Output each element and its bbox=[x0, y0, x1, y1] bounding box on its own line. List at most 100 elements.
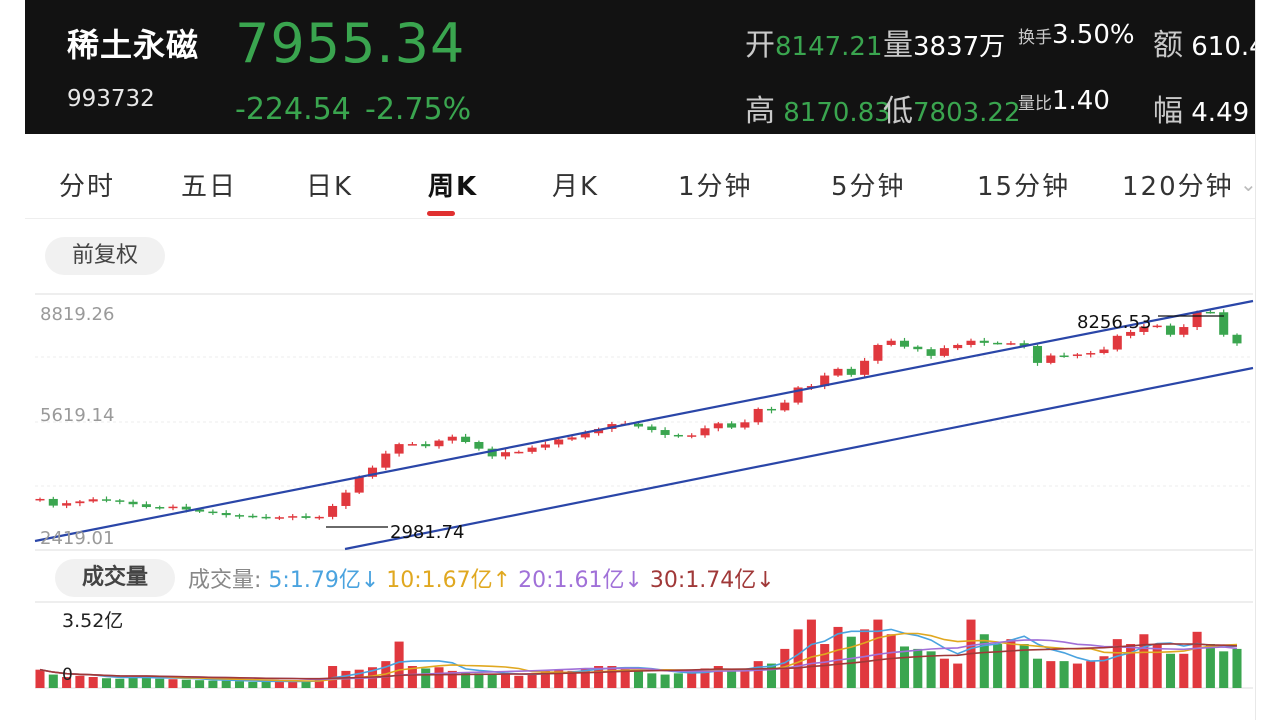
candle-body bbox=[75, 501, 85, 504]
candle-body bbox=[434, 440, 444, 447]
volume-indicator-button[interactable]: 成交量 bbox=[55, 559, 175, 597]
tab-5-minute[interactable]: 5分钟 bbox=[831, 172, 906, 202]
volume-bar bbox=[1179, 653, 1189, 688]
candle-body bbox=[1046, 355, 1056, 363]
tab-intraday[interactable]: 分时 bbox=[59, 172, 116, 202]
volume-bar bbox=[101, 678, 112, 688]
volume-bar bbox=[1059, 661, 1069, 688]
y-axis-label-max: 8819.26 bbox=[40, 304, 114, 325]
candle-body bbox=[367, 467, 378, 477]
candle-body bbox=[673, 434, 683, 437]
candle-body bbox=[953, 344, 963, 349]
volume-ma10: 10:1.67亿↑ bbox=[386, 568, 512, 593]
tab-weekly-k[interactable]: 周K bbox=[428, 172, 479, 202]
candle-body bbox=[394, 444, 404, 454]
volume-bar bbox=[806, 619, 816, 688]
volume-bar bbox=[474, 673, 484, 688]
stat-amplitude-label: 幅 bbox=[1153, 94, 1183, 129]
chevron-down-icon[interactable]: ⌄ bbox=[1240, 172, 1257, 196]
volume-bar bbox=[141, 675, 151, 688]
volume-bar bbox=[487, 674, 497, 688]
max-price-label: 8256.53 bbox=[1077, 312, 1151, 333]
tab-daily-k[interactable]: 日K bbox=[306, 172, 354, 202]
candle-body bbox=[1232, 334, 1242, 344]
stat-low-label: 低 bbox=[883, 94, 913, 129]
adjust-toggle-button[interactable]: 前复权 bbox=[45, 237, 165, 275]
candle-body bbox=[873, 344, 883, 361]
candle-body bbox=[793, 387, 803, 403]
stat-open: 开8147.21 bbox=[745, 20, 883, 64]
candle-body bbox=[1099, 349, 1109, 354]
y-axis-label-mid: 5619.14 bbox=[40, 405, 114, 426]
candle-body bbox=[234, 515, 245, 517]
candle-body bbox=[381, 453, 391, 468]
left-gutter bbox=[0, 0, 25, 720]
volume-bar bbox=[953, 663, 963, 688]
volume-bar bbox=[793, 629, 803, 688]
volume-bar bbox=[1219, 651, 1229, 688]
tab-120-minute[interactable]: 120分钟 bbox=[1122, 172, 1234, 202]
stat-vol-ratio: 量比1.40 bbox=[1018, 86, 1110, 116]
candle-body bbox=[979, 340, 989, 343]
volume-bar bbox=[860, 629, 870, 688]
candle-body bbox=[899, 340, 910, 347]
volume-bar bbox=[1205, 644, 1215, 688]
candle-body bbox=[766, 408, 777, 411]
candle-body bbox=[1086, 353, 1096, 355]
quote-header: 稀土永磁 993732 7955.34 -224.54 -2.75% 开8147… bbox=[25, 0, 1255, 134]
volume-bar bbox=[567, 670, 577, 688]
volume-bar bbox=[168, 679, 178, 688]
candle-body bbox=[341, 492, 351, 506]
candle-body bbox=[860, 360, 870, 375]
candle-body bbox=[913, 346, 923, 350]
volume-bar bbox=[766, 663, 777, 688]
candle-body bbox=[35, 498, 45, 501]
stat-amount-label: 额 bbox=[1153, 28, 1183, 63]
volume-bar bbox=[633, 670, 644, 688]
channel-upper-line bbox=[34, 299, 1254, 543]
candle-body bbox=[301, 516, 311, 518]
volume-bar bbox=[407, 666, 417, 688]
tab-1-minute[interactable]: 1分钟 bbox=[678, 172, 753, 202]
stat-vol-ratio-value: 1.40 bbox=[1052, 86, 1110, 116]
volume-bar bbox=[620, 667, 630, 688]
candle-body bbox=[580, 433, 590, 438]
stat-amount-value: 610.4 bbox=[1191, 32, 1255, 62]
volume-bar bbox=[62, 677, 72, 688]
candle-body bbox=[820, 375, 830, 387]
candle-body bbox=[527, 447, 537, 452]
candle-body bbox=[727, 423, 737, 428]
tab-five-day[interactable]: 五日 bbox=[181, 172, 238, 202]
active-tab-indicator bbox=[427, 211, 455, 216]
candlestick-series bbox=[35, 309, 1242, 521]
volume-bar bbox=[740, 669, 750, 688]
volume-bar bbox=[195, 680, 205, 688]
volume-axis-label-zero: 0 bbox=[62, 665, 73, 685]
candle-body bbox=[633, 423, 644, 427]
candle-body bbox=[966, 340, 976, 345]
volume-ma-lines bbox=[39, 628, 1238, 683]
volume-bar bbox=[580, 668, 590, 688]
candle-body bbox=[128, 501, 138, 505]
volume-bar bbox=[1086, 661, 1096, 688]
volume-bar bbox=[660, 674, 670, 688]
candle-body bbox=[461, 436, 471, 442]
candle-body bbox=[421, 444, 431, 447]
volume-bar bbox=[1006, 639, 1016, 688]
candle-body bbox=[594, 428, 604, 434]
candle-body bbox=[1019, 343, 1029, 347]
candle-body bbox=[647, 426, 657, 431]
volume-bar bbox=[261, 681, 271, 688]
volume-bar bbox=[1139, 634, 1149, 688]
candle-body bbox=[514, 451, 524, 454]
period-tabs: 分时 五日 日K 周K 月K 1分钟 5分钟 15分钟 120分钟 bbox=[25, 148, 1255, 219]
volume-bar bbox=[234, 681, 245, 688]
tab-monthly-k[interactable]: 月K bbox=[552, 172, 600, 202]
candle-body bbox=[753, 408, 763, 423]
stat-high-label: 高 bbox=[745, 94, 775, 129]
candle-body bbox=[487, 448, 497, 457]
tab-15-minute[interactable]: 15分钟 bbox=[977, 172, 1071, 202]
volume-bar bbox=[128, 677, 138, 688]
stock-code: 993732 bbox=[67, 86, 155, 112]
